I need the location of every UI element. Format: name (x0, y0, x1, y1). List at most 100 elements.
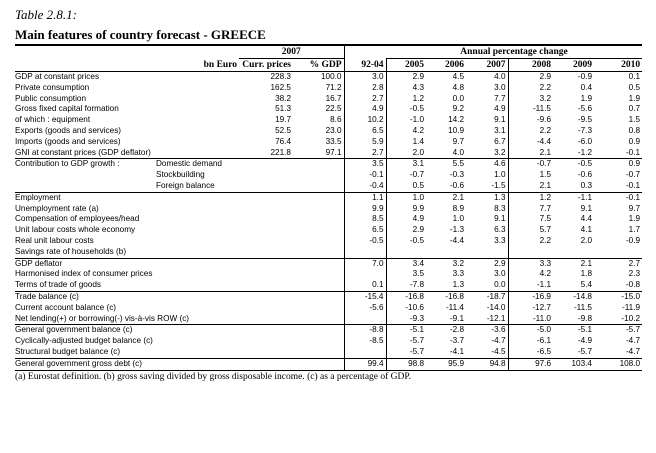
cell-curr-prices (239, 336, 293, 347)
cell-value: 2.7 (628, 258, 641, 268)
cell-value: -11.4 (445, 302, 464, 312)
cell-value: -4.7 (625, 336, 641, 346)
cell-value: -0.7 (507, 158, 553, 171)
cell-value (426, 247, 466, 258)
cell-value: -16.9 (507, 291, 553, 303)
header-2007-group: 2007 (239, 46, 344, 59)
cell-value: 3.3 (507, 258, 553, 270)
cell-value: -0.3 (449, 170, 464, 180)
cell-curr-prices (239, 358, 293, 370)
cell-curr-prices (239, 325, 293, 336)
cell-curr-prices (239, 303, 293, 314)
cell-curr-prices (239, 225, 293, 236)
table-row: Public consumption 38.2 16.7 2.7 1.2 0.0 7.7 3.… (15, 93, 642, 105)
cell-value: -6.5 (507, 346, 553, 359)
row-label: Cyclically-adjusted budget balance (c) (15, 336, 153, 346)
cell-value: -5.7 (625, 325, 641, 335)
row-label: General government gross debt (c) (15, 358, 142, 368)
cell-pct-gdp (293, 303, 344, 314)
cell-pct-gdp (293, 358, 344, 370)
cell-value: 7.0 (343, 258, 386, 270)
cell-value: -5.1 (385, 324, 426, 337)
cell-value: -16.8 (445, 291, 464, 301)
cell-value: -8.8 (343, 324, 386, 337)
col-year-header: 2009 (573, 60, 592, 70)
cell-value: 97.6 (507, 358, 553, 371)
cell-value: -0.5 (343, 235, 386, 247)
cell-curr-prices (239, 280, 293, 291)
cell-value: 2.1 (507, 180, 553, 193)
cell-curr-prices: 19.7 (275, 115, 291, 125)
row-label: Employment (15, 192, 61, 202)
cell-value: 3.3 (452, 269, 464, 279)
cell-value: -0.1 (343, 170, 386, 181)
cell-value: 0.0 (494, 280, 506, 290)
table-row: Real unit labour costs -0.5 -0.5 -4.4 3.3 2.2… (15, 235, 642, 247)
cell-pct-gdp: 71.2 (325, 82, 342, 92)
cell-value: -3.6 (491, 325, 506, 335)
row-label: Real unit labour costs (15, 235, 94, 245)
cell-value: 1.8 (580, 269, 592, 279)
cell-value: -12.1 (486, 313, 506, 323)
cell-value (343, 313, 386, 325)
row-label: Structural budget balance (c) (15, 346, 121, 356)
cell-value: 3.2 (494, 147, 506, 157)
row-label: Contribution to GDP growth : (15, 159, 120, 169)
cell-value: 2.8 (343, 82, 386, 94)
cell-value: -8.5 (343, 336, 386, 347)
cell-value: 1.2 (507, 192, 553, 204)
cell-value: -0.1 (625, 147, 641, 157)
header-group-row: 2007 Annual percentage change (15, 46, 643, 59)
cell-value: 1.0 (385, 192, 426, 204)
cell-value: 4.0 (452, 147, 464, 157)
cell-pct-gdp: 23.0 (325, 125, 342, 135)
cell-value: 1.3 (494, 192, 506, 202)
cell-value: 98.8 (385, 358, 426, 371)
cell-value: 1.1 (343, 192, 386, 204)
cell-value: -2.8 (449, 325, 464, 335)
cell-value: 2.9 (385, 71, 426, 83)
footnote: (a) Eurostat definition. (b) gross savin… (15, 371, 411, 382)
table-row: Contribution to GDP growth : Domestic dem… (15, 158, 642, 171)
row-label: Private consumption (15, 82, 90, 92)
cell-pct-gdp (293, 280, 344, 291)
table-title: Main features of country forecast - GREE… (15, 26, 642, 46)
cell-value: 7.7 (507, 203, 553, 215)
forecast-table: 2007 Annual percentage change bn Euro Cu… (15, 46, 643, 371)
cell-pct-gdp (293, 225, 344, 236)
cell-value: 9.1 (494, 214, 506, 224)
cell-value: 4.4 (580, 214, 592, 224)
cell-value: 4.3 (385, 82, 426, 94)
cell-value: -12.7 (507, 302, 553, 314)
cell-value: 2.0 (385, 147, 426, 159)
cell-pct-gdp (293, 159, 344, 170)
row-label: GDP deflator (15, 258, 63, 268)
cell-value: 9.7 (628, 203, 641, 213)
table-row: Unemployment rate (a) 9.9 9.9 8.9 8.3 7.7 9.1 9… (15, 203, 642, 215)
cell-value: 4.2 (507, 269, 553, 281)
cell-value: 1.2 (385, 93, 426, 105)
cell-pct-gdp (293, 170, 344, 181)
cell-value: 2.2 (507, 235, 553, 247)
cell-curr-prices (239, 181, 293, 192)
cell-value: 3.5 (343, 158, 386, 171)
cell-value: -10.2 (621, 313, 641, 323)
row-label: GNI at constant prices (GDP deflator) (15, 147, 151, 157)
cell-value: 0.5 (628, 82, 641, 92)
cell-value: 2.0 (580, 235, 592, 245)
cell-value: 0.8 (628, 125, 641, 135)
cell-value: -4.7 (625, 346, 641, 356)
cell-value: -0.4 (343, 180, 386, 193)
table-row: Terms of trade of goods 0.1 -7.8 1.3 0.0 -1.1… (15, 280, 643, 292)
cell-value: -0.1 (625, 192, 641, 202)
cell-value: 5.7 (507, 225, 553, 236)
table-row: Compensation of employees/head 8.5 4.9 1.0 9… (15, 214, 642, 226)
cell-curr-prices (239, 258, 293, 269)
table-row: Cyclically-adjusted budget balance (c) -8… (15, 336, 642, 347)
row-label: Unit labour costs whole economy (15, 225, 136, 235)
cell-value: -4.1 (449, 346, 464, 356)
cell-value: 1.5 (507, 170, 553, 181)
cell-value: -3.7 (449, 336, 464, 346)
cell-pct-gdp: 100.0 (321, 72, 342, 81)
cell-value: 9.9 (343, 203, 386, 215)
